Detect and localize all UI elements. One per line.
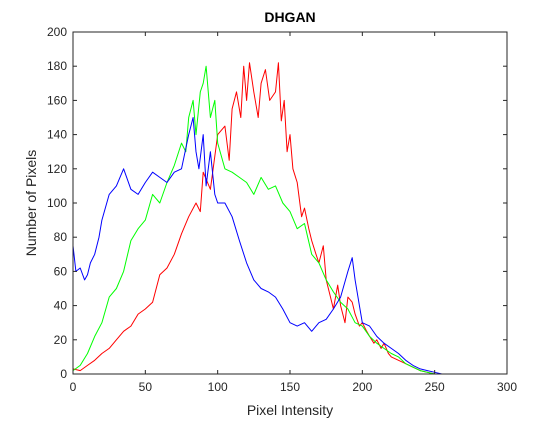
x-tick-label-0: 0 (70, 380, 77, 394)
y-tick-label-7: 140 (47, 128, 67, 142)
series-line-2 (72, 65, 442, 375)
y-tick-label-4: 80 (54, 230, 68, 244)
y-tick-label-9: 180 (47, 59, 67, 73)
tick-layer: 0 50 100 150 200 250 300 0 20 40 60 80 100 120 140 160 1… (47, 25, 517, 394)
x-tick-label-1: 50 (139, 380, 153, 394)
y-tick-label-6: 120 (47, 162, 67, 176)
y-tick-label-5: 100 (47, 196, 67, 210)
y-tick-label-10: 200 (47, 25, 67, 39)
y-tick-label-0: 0 (60, 367, 67, 381)
y-tick-label-8: 160 (47, 93, 67, 107)
chart-title: DHGAN (264, 9, 315, 25)
x-tick-label-3: 150 (280, 380, 300, 394)
series-line-3 (72, 117, 443, 375)
x-tick-label-2: 100 (208, 380, 228, 394)
plot-area (73, 32, 507, 374)
x-tick-label-4: 200 (352, 380, 372, 394)
y-tick-label-1: 20 (54, 333, 68, 347)
y-tick-label-3: 60 (54, 264, 68, 278)
y-tick-label-2: 40 (54, 299, 68, 313)
series-layer (72, 62, 443, 375)
x-tick-label-5: 250 (425, 380, 445, 394)
y-axis-label: Number of Pixels (23, 150, 39, 257)
series-line-1 (72, 62, 442, 375)
x-axis-label: Pixel Intensity (247, 402, 333, 418)
x-tick-label-6: 300 (497, 380, 517, 394)
